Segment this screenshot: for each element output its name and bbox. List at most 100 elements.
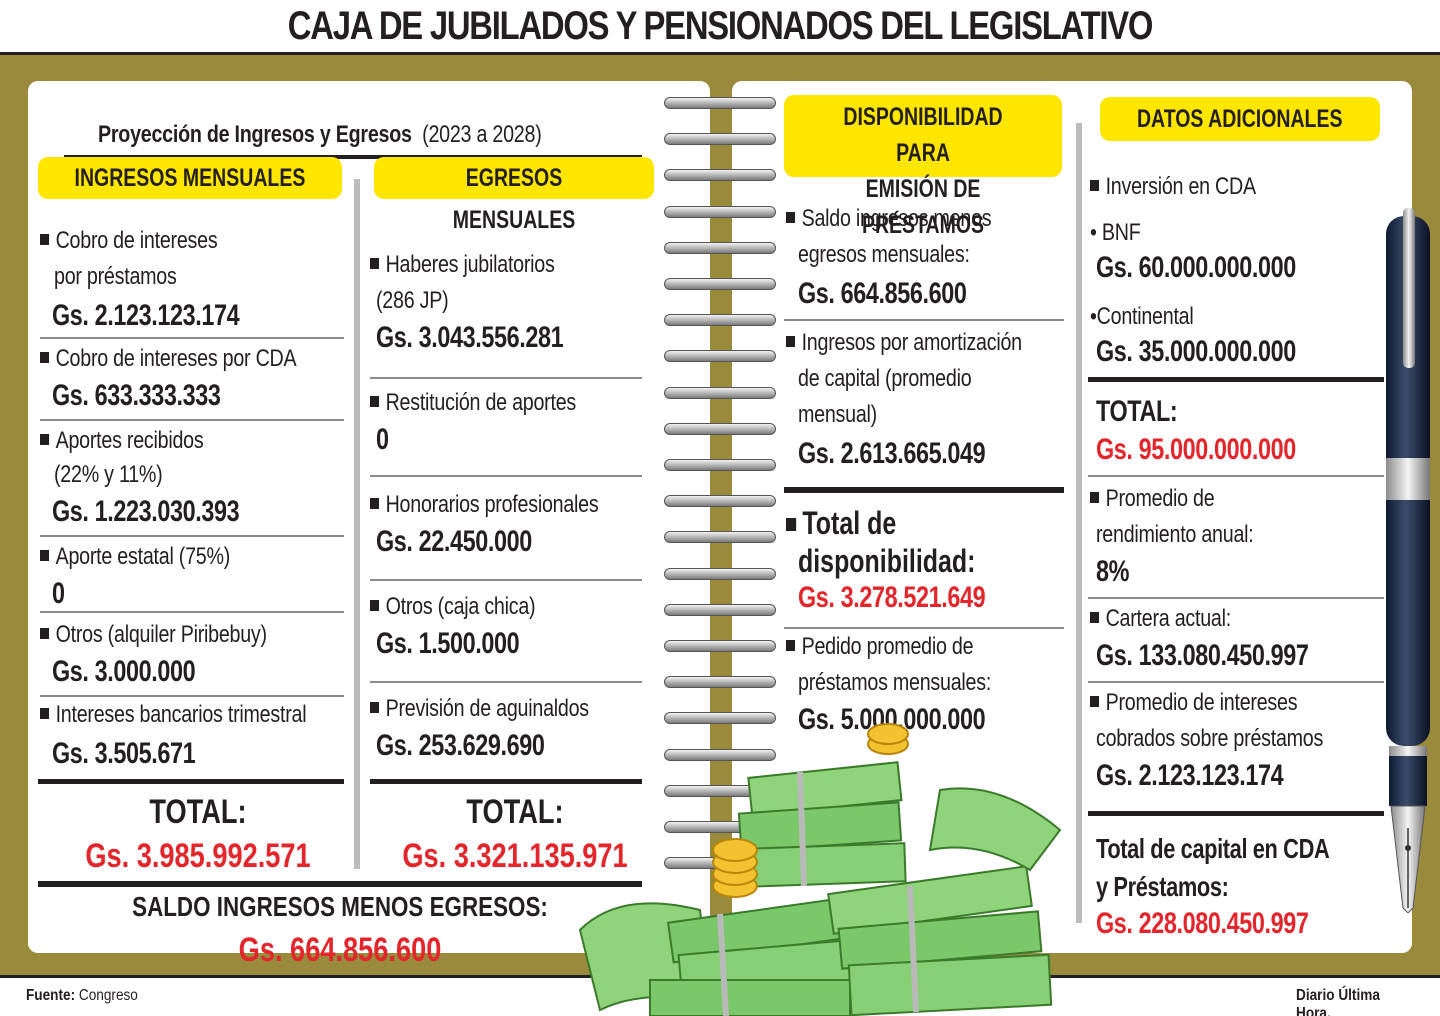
spiral-ring <box>664 278 776 290</box>
ingreso-label: Cobro de intereses por CDA <box>40 345 297 373</box>
ingreso-label: Aportes recibidos <box>40 427 204 455</box>
ingreso-label: Aporte estatal (75%) <box>40 543 230 571</box>
spiral-ring <box>664 386 776 399</box>
adic-label: Inversión en CDA <box>1090 173 1256 201</box>
spiral-ring <box>664 567 776 580</box>
disp-total-label: disponibilidad: <box>798 543 976 579</box>
divider <box>370 681 642 683</box>
divider <box>1088 597 1384 599</box>
disp-label: Saldo ingresos menos <box>786 205 992 233</box>
saldo-rule <box>38 881 642 887</box>
money-stack-icon <box>578 723 1062 1016</box>
egreso-value: Gs. 1.500.000 <box>376 627 520 660</box>
ingresos-header: INGRESOS MENSUALES <box>38 157 342 199</box>
egreso-label: Honorarios profesionales <box>370 491 599 519</box>
spiral-ring <box>664 350 776 363</box>
ingreso-label: (22% y 11%) <box>54 461 163 488</box>
adic-total-label: TOTAL: <box>1096 395 1178 428</box>
spiral-ring <box>664 603 776 616</box>
egreso-value: Gs. 22.450.000 <box>376 525 532 558</box>
right-page: DISPONIBILIDAD PARA EMISIÓN DE PRÉSTAMOS … <box>732 81 1412 953</box>
source-note: Fuente: Congreso <box>26 987 138 1004</box>
column-divider <box>354 179 360 869</box>
adic-label: Cartera actual: <box>1090 605 1231 633</box>
divider <box>1088 681 1384 683</box>
ingreso-value: Gs. 1.223.030.393 <box>52 495 240 528</box>
disp-label: mensual) <box>798 401 877 428</box>
ingreso-label: por préstamos <box>54 263 177 290</box>
adic-label: Promedio de <box>1090 485 1215 513</box>
ingreso-value: Gs. 3.000.000 <box>52 655 196 688</box>
saldo-label: SALDO INGRESOS MENOS EGRESOS: <box>132 891 548 922</box>
adic-value: Gs. 133.080.450.997 <box>1096 639 1309 672</box>
ingreso-value: Gs. 633.333.333 <box>52 379 221 412</box>
divider <box>40 695 344 697</box>
egresos-total-value: Gs. 3.321.135.971 <box>402 837 628 875</box>
adic-label: cobrados sobre préstamos <box>1096 725 1324 752</box>
adic-value: Gs. 2.123.123.174 <box>1096 759 1284 792</box>
egreso-value: 0 <box>376 423 389 456</box>
egreso-label: Otros (caja chica) <box>370 593 536 621</box>
credit-note: Diario Última Hora. <box>1296 987 1380 1016</box>
total-rule <box>370 779 642 784</box>
spiral-ring <box>664 169 776 182</box>
saldo-value: Gs. 664.856.600 <box>238 931 442 969</box>
egreso-value: Gs. 253.629.690 <box>376 729 545 762</box>
total-rule <box>1088 377 1384 382</box>
spiral-ring <box>664 640 776 652</box>
adic-label: • BNF <box>1090 219 1141 246</box>
ingreso-value: 0 <box>52 577 65 610</box>
disp-total-label: Total de <box>786 505 896 542</box>
spiral-ring <box>664 133 776 146</box>
divider <box>370 579 642 581</box>
adicionales-header: DATOS ADICIONALES <box>1100 97 1380 141</box>
egreso-label: Restitución de aportes <box>370 389 576 417</box>
ingreso-label: Cobro de intereses <box>40 227 218 255</box>
divider <box>370 475 642 477</box>
egreso-value: Gs. 3.043.556.281 <box>376 321 564 354</box>
egreso-label: Haberes jubilatorios <box>370 251 555 279</box>
fountain-pen-icon <box>1386 208 1430 913</box>
ingreso-value: Gs. 2.123.123.174 <box>52 299 240 332</box>
egreso-label: Previsión de aguinaldos <box>370 695 589 723</box>
spiral-ring <box>664 97 776 109</box>
disp-label: Pedido promedio de <box>786 633 974 661</box>
disp-value: Gs. 2.613.665.049 <box>798 437 986 470</box>
spiral-ring <box>664 712 776 725</box>
cap-value: Gs. 228.080.450.997 <box>1096 907 1309 940</box>
adic-value: Gs. 35.000.000.000 <box>1096 335 1296 368</box>
spiral-ring <box>664 676 776 689</box>
spiral-ring <box>664 205 776 218</box>
projection-underline <box>64 155 642 159</box>
disponibilidad-header: DISPONIBILIDAD PARA EMISIÓN DE PRÉSTAMOS <box>784 95 1062 239</box>
ingresos-total-label: TOTAL: <box>149 793 247 831</box>
adic-label: rendimiento anual: <box>1096 521 1254 548</box>
ingreso-label: Otros (alquiler Piribebuy) <box>40 621 267 649</box>
cap-label: y Préstamos: <box>1096 871 1229 902</box>
divider <box>784 319 1064 321</box>
cap-label: Total de capital en CDA <box>1096 833 1330 864</box>
ingreso-value: Gs. 3.505.671 <box>52 737 196 770</box>
left-page: Proyección de Ingresos y Egresos (2023 a… <box>28 81 710 969</box>
spiral-ring <box>664 495 776 508</box>
divider <box>40 611 344 613</box>
egresos-total-label: TOTAL: <box>466 793 564 831</box>
column-divider <box>1076 123 1082 923</box>
ingresos-total-value: Gs. 3.985.992.571 <box>85 837 311 875</box>
spiral-ring <box>664 314 776 327</box>
adic-value: 8% <box>1096 555 1130 588</box>
adic-total-value: Gs. 95.000.000.000 <box>1096 433 1296 466</box>
spiral-ring <box>664 459 776 471</box>
adic-value: Gs. 60.000.000.000 <box>1096 251 1296 284</box>
ingreso-label: Intereses bancarios trimestral <box>40 701 307 729</box>
divider <box>370 377 642 379</box>
projection-title: Proyección de Ingresos y Egresos (2023 a… <box>98 121 542 148</box>
spiral-ring <box>664 531 776 544</box>
disp-value: Gs. 664.856.600 <box>798 277 967 310</box>
adic-label: •Continental <box>1090 303 1194 330</box>
adic-label: Promedio de intereses <box>1090 689 1298 717</box>
spiral-ring <box>664 241 776 254</box>
divider <box>784 627 1064 629</box>
disp-label: de capital (promedio <box>798 365 972 392</box>
total-rule <box>38 779 344 784</box>
